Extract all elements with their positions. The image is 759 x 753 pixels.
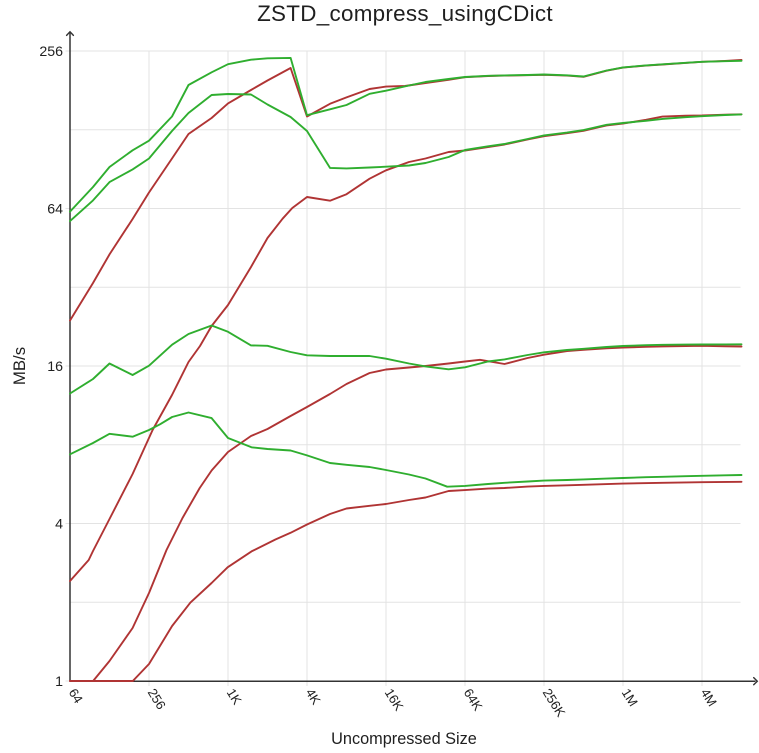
svg-text:ZSTD_compress_usingCDict: ZSTD_compress_usingCDict (257, 1, 553, 26)
svg-text:4K: 4K (303, 686, 324, 708)
svg-text:4: 4 (55, 517, 63, 533)
svg-text:256: 256 (39, 44, 63, 60)
svg-text:64: 64 (47, 202, 63, 218)
svg-text:Uncompressed Size: Uncompressed Size (331, 730, 477, 748)
svg-text:1: 1 (55, 674, 63, 690)
svg-text:64: 64 (66, 686, 86, 706)
svg-text:1K: 1K (224, 686, 245, 708)
svg-text:16: 16 (47, 359, 63, 375)
svg-text:MB/s: MB/s (10, 347, 29, 385)
